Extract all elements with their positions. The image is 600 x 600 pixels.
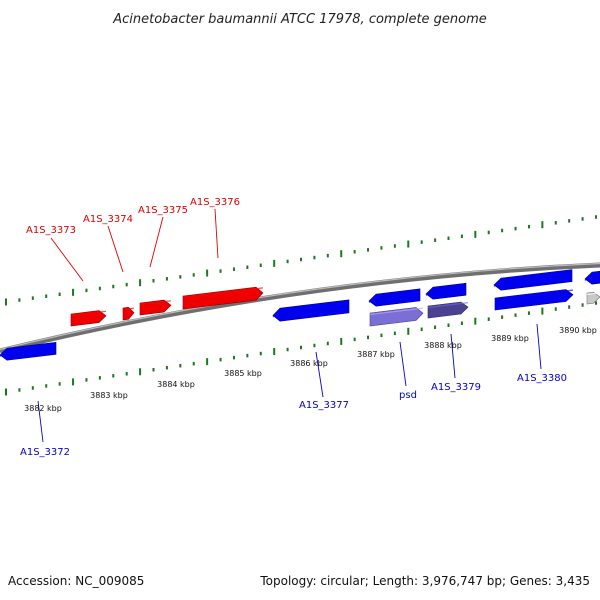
reverse-gene-a1s-3380-highlight — [494, 289, 574, 301]
reverse-gene-upper-2 — [425, 282, 467, 300]
genome-backbone — [0, 262, 600, 354]
scale-label: 3885 kbp — [224, 369, 262, 378]
forward-gene-a1s-3373 — [70, 310, 107, 327]
leader-a1s-3373 — [50, 237, 84, 282]
label-leader-lines — [37, 208, 542, 443]
lower-tick-track — [5, 301, 597, 396]
gene-label-forward: A1S_3376 — [190, 197, 240, 208]
reverse-gene-upper-2-body — [425, 282, 467, 300]
forward-gene-a1s-3374-body — [122, 306, 135, 321]
leader-a1s-3380 — [536, 323, 542, 370]
scale-label: 3888 kbp — [424, 341, 462, 350]
reverse-gene-psd — [369, 307, 424, 327]
other-gene-edge — [586, 291, 600, 305]
reverse-gene-upper-3-highlight — [493, 270, 573, 287]
forward-gene-a1s-3376-body — [182, 286, 264, 310]
scale-label: 3887 kbp — [357, 350, 395, 359]
leader-a1s-3379 — [450, 333, 456, 379]
reverse-gene-a1s-3379-body — [427, 301, 469, 319]
reverse-gene-psd-highlight — [369, 307, 424, 316]
reverse-gene-a1s-3377-body — [272, 299, 350, 322]
reverse-gene-upper-1-body — [368, 288, 421, 307]
reverse-gene-upper-1-highlight — [368, 289, 421, 303]
reverse-gene-a1s-3377 — [272, 299, 350, 322]
forward-gene-a1s-3375-highlight — [139, 300, 172, 306]
leader-a1s-3372 — [37, 400, 44, 443]
map-title: Acinetobacter baumannii ATCC 17978, comp… — [112, 12, 487, 27]
reverse-gene-upper-2-highlight — [425, 284, 467, 296]
other-gene-edge-highlight — [586, 292, 600, 296]
gene-label-forward: A1S_3373 — [26, 225, 76, 236]
leader-psd — [399, 341, 407, 387]
scale-labels: 3882 kbp 3883 kbp 3884 kbp 3885 kbp 3886… — [24, 326, 597, 413]
gene-label-reverse: A1S_3379 — [431, 382, 481, 393]
topology-text: Topology: circular; Length: 3,976,747 bp… — [260, 574, 590, 588]
gene-labels: A1S_3373 A1S_3374 A1S_3375 A1S_3376 A1S_… — [20, 197, 567, 458]
reverse-gene-upper-3 — [493, 269, 573, 291]
leader-a1s-3376 — [214, 208, 219, 259]
scale-label: 3883 kbp — [90, 391, 128, 400]
scale-label: 3890 kbp — [559, 326, 597, 335]
gene-label-forward: A1S_3375 — [138, 205, 188, 216]
reverse-gene-a1s-3379 — [427, 301, 469, 319]
leader-a1s-3374 — [107, 225, 124, 273]
forward-gene-a1s-3376-highlight — [182, 287, 264, 299]
reverse-gene-a1s-3379-highlight — [427, 302, 469, 309]
reverse-gene-upper-1 — [368, 288, 421, 307]
forward-gene-a1s-3374-highlight — [122, 307, 135, 311]
other-gene-edge-body — [586, 291, 600, 305]
upper-tick-track — [5, 215, 597, 306]
reverse-gene-upper-3-body — [493, 269, 573, 291]
reverse-gene-edge — [584, 270, 600, 285]
reverse-gene-a1s-3380-body — [494, 289, 574, 311]
scale-label: 3889 kbp — [491, 334, 529, 343]
gene-label-forward: A1S_3374 — [83, 214, 133, 225]
gene-features — [0, 269, 600, 361]
reverse-gene-edge-highlight — [584, 272, 600, 281]
forward-gene-a1s-3373-highlight — [70, 310, 107, 317]
reverse-gene-a1s-3377-highlight — [272, 300, 350, 318]
gene-label-reverse: A1S_3380 — [517, 373, 567, 384]
scale-label: 3884 kbp — [157, 380, 195, 389]
reverse-gene-psd-body — [369, 307, 424, 327]
scale-label: 3886 kbp — [290, 359, 328, 368]
gene-label-reverse: A1S_3377 — [299, 400, 349, 411]
forward-gene-a1s-3376 — [182, 286, 264, 310]
gene-label-reverse: A1S_3372 — [20, 447, 70, 458]
leader-a1s-3375 — [149, 216, 164, 268]
reverse-gene-a1s-3372-highlight — [0, 343, 57, 357]
forward-gene-a1s-3374 — [122, 306, 135, 321]
gene-label-reverse: psd — [399, 390, 417, 401]
reverse-gene-a1s-3380 — [494, 289, 574, 311]
scale-label: 3882 kbp — [24, 404, 62, 413]
reverse-gene-a1s-3372 — [0, 341, 57, 361]
leader-a1s-3377 — [315, 351, 324, 398]
reverse-gene-edge-body — [584, 270, 600, 285]
forward-gene-a1s-3375 — [139, 299, 172, 316]
reverse-gene-a1s-3372-body — [0, 341, 57, 361]
accession-text: Accession: NC_009085 — [8, 574, 145, 588]
